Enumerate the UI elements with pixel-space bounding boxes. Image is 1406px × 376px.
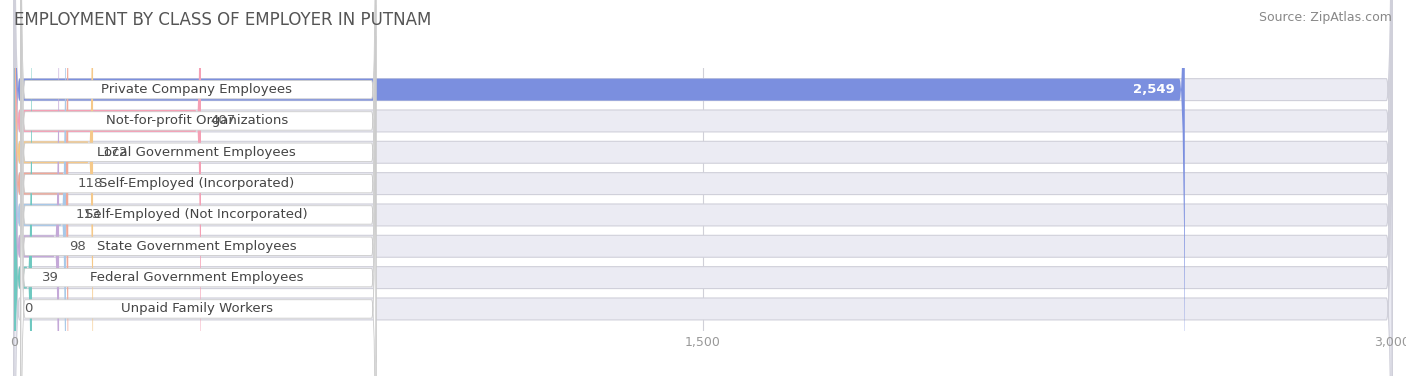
FancyBboxPatch shape bbox=[14, 0, 1185, 376]
FancyBboxPatch shape bbox=[14, 0, 1392, 376]
FancyBboxPatch shape bbox=[14, 0, 1392, 376]
Text: Local Government Employees: Local Government Employees bbox=[97, 146, 297, 159]
FancyBboxPatch shape bbox=[21, 5, 375, 376]
Text: Federal Government Employees: Federal Government Employees bbox=[90, 271, 304, 284]
Text: Self-Employed (Incorporated): Self-Employed (Incorporated) bbox=[98, 177, 294, 190]
Text: 39: 39 bbox=[42, 271, 59, 284]
FancyBboxPatch shape bbox=[14, 0, 1392, 376]
FancyBboxPatch shape bbox=[21, 0, 375, 376]
Text: EMPLOYMENT BY CLASS OF EMPLOYER IN PUTNAM: EMPLOYMENT BY CLASS OF EMPLOYER IN PUTNA… bbox=[14, 11, 432, 29]
Text: 118: 118 bbox=[77, 177, 103, 190]
Text: Self-Employed (Not Incorporated): Self-Employed (Not Incorporated) bbox=[86, 208, 308, 221]
Text: Unpaid Family Workers: Unpaid Family Workers bbox=[121, 302, 273, 315]
Text: Source: ZipAtlas.com: Source: ZipAtlas.com bbox=[1258, 11, 1392, 24]
FancyBboxPatch shape bbox=[14, 0, 59, 376]
FancyBboxPatch shape bbox=[14, 0, 1392, 376]
Text: 407: 407 bbox=[211, 114, 236, 127]
FancyBboxPatch shape bbox=[14, 0, 1392, 376]
FancyBboxPatch shape bbox=[14, 0, 69, 376]
FancyBboxPatch shape bbox=[21, 0, 375, 376]
Text: State Government Employees: State Government Employees bbox=[97, 240, 297, 253]
FancyBboxPatch shape bbox=[21, 0, 375, 376]
FancyBboxPatch shape bbox=[14, 0, 1392, 376]
FancyBboxPatch shape bbox=[14, 0, 93, 376]
Text: 172: 172 bbox=[103, 146, 128, 159]
FancyBboxPatch shape bbox=[14, 0, 32, 376]
FancyBboxPatch shape bbox=[21, 0, 375, 376]
Text: 0: 0 bbox=[24, 302, 32, 315]
FancyBboxPatch shape bbox=[21, 0, 375, 376]
Text: 113: 113 bbox=[76, 208, 101, 221]
Text: Not-for-profit Organizations: Not-for-profit Organizations bbox=[105, 114, 288, 127]
FancyBboxPatch shape bbox=[14, 0, 201, 376]
FancyBboxPatch shape bbox=[14, 0, 66, 376]
FancyBboxPatch shape bbox=[21, 36, 375, 376]
Text: Private Company Employees: Private Company Employees bbox=[101, 83, 292, 96]
Text: 98: 98 bbox=[69, 240, 86, 253]
FancyBboxPatch shape bbox=[14, 0, 1392, 376]
FancyBboxPatch shape bbox=[14, 0, 1392, 376]
Text: 2,549: 2,549 bbox=[1133, 83, 1175, 96]
FancyBboxPatch shape bbox=[21, 0, 375, 362]
